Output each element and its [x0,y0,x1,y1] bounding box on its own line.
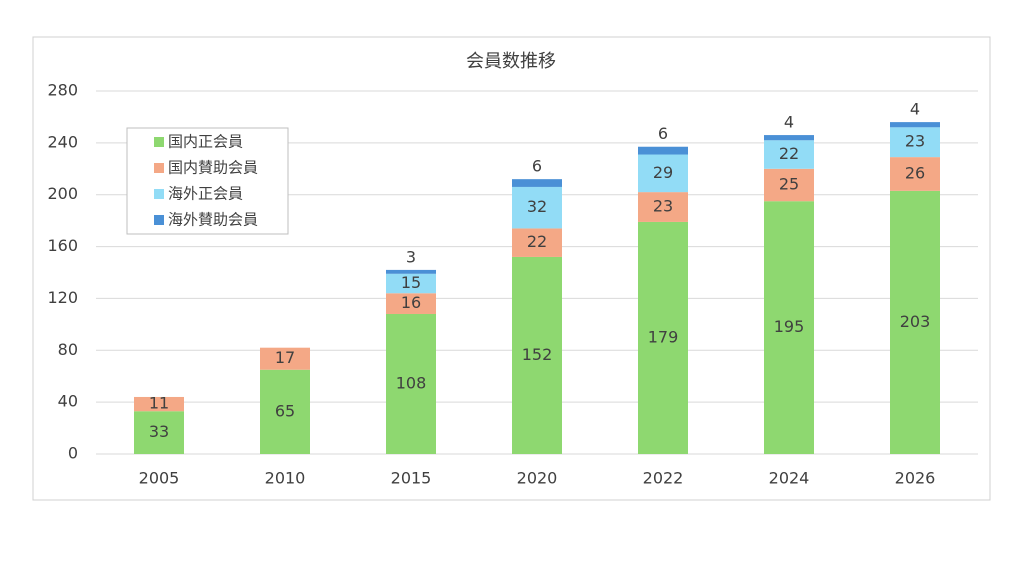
x-tick-label: 2020 [517,469,558,488]
x-tick-label: 2015 [391,469,432,488]
y-tick-label: 280 [47,81,78,100]
value-label: 17 [275,348,295,367]
bar-segment [764,168,814,202]
y-tick-label: 80 [58,340,78,359]
value-label: 32 [527,197,547,216]
x-tick-label: 2024 [769,469,810,488]
chart-frame [32,36,991,501]
bar-segment [386,313,436,454]
bar-segment [386,273,436,294]
legend-box [126,127,289,235]
y-tick-label: 240 [47,132,78,151]
value-label: 25 [779,174,799,193]
value-label: 108 [396,373,427,392]
value-label: 16 [401,293,421,312]
x-tick-label: 2005 [139,469,180,488]
y-tick-label: 200 [47,184,78,203]
x-tick-label: 2010 [265,469,306,488]
legend-label: 国内賛助会員 [168,159,258,177]
bar-segment [260,369,310,454]
value-label: 203 [900,312,931,331]
value-label: 23 [905,132,925,151]
x-tick-label: 2022 [643,469,684,488]
value-label: 152 [522,345,553,364]
y-tick-label: 120 [47,288,78,307]
value-label: 33 [149,422,169,441]
value-label: 6 [532,157,542,176]
legend-label: 国内正会員 [168,133,243,151]
value-label: 26 [905,163,925,182]
legend-swatch [154,189,164,199]
legend-label: 海外正会員 [168,185,243,203]
legend-swatch [154,137,164,147]
bar-segment [764,135,814,141]
bar-segment [638,154,688,193]
y-tick-label: 40 [58,392,78,411]
bar-segment [512,179,562,187]
bar-segment [638,221,688,454]
chart-title: 会員数推移 [466,51,556,72]
value-label: 6 [658,124,668,143]
bar-segment [890,157,940,191]
y-tick-label: 160 [47,236,78,255]
bar-segment [890,127,940,158]
value-label: 15 [401,273,421,292]
value-label: 22 [527,232,547,251]
legend-swatch [154,215,164,225]
bar-segment [764,140,814,169]
x-tick-label: 2026 [895,469,936,488]
value-label: 179 [648,327,679,346]
value-label: 65 [275,401,295,420]
value-label: 22 [779,144,799,163]
value-label: 3 [406,247,416,266]
bar-segment [638,192,688,222]
y-tick-label: 0 [68,444,78,463]
legend-swatch [154,163,164,173]
value-label: 11 [149,394,169,413]
bar-segment [134,411,184,454]
bar-segment [512,256,562,454]
bar-segment [764,201,814,454]
value-label: 23 [653,197,673,216]
bar-segment [890,122,940,128]
value-label: 4 [784,113,794,132]
bar-segment [638,146,688,155]
bar-segment [386,269,436,274]
value-label: 4 [910,100,920,119]
value-label: 195 [774,317,805,336]
bar-segment [260,347,310,370]
value-label: 29 [653,163,673,182]
bar-segment [890,190,940,454]
bar-segment [512,186,562,229]
bar-segment [134,396,184,412]
legend-label: 海外賛助会員 [168,211,258,229]
bar-segment [386,293,436,314]
bar-segment [512,228,562,257]
